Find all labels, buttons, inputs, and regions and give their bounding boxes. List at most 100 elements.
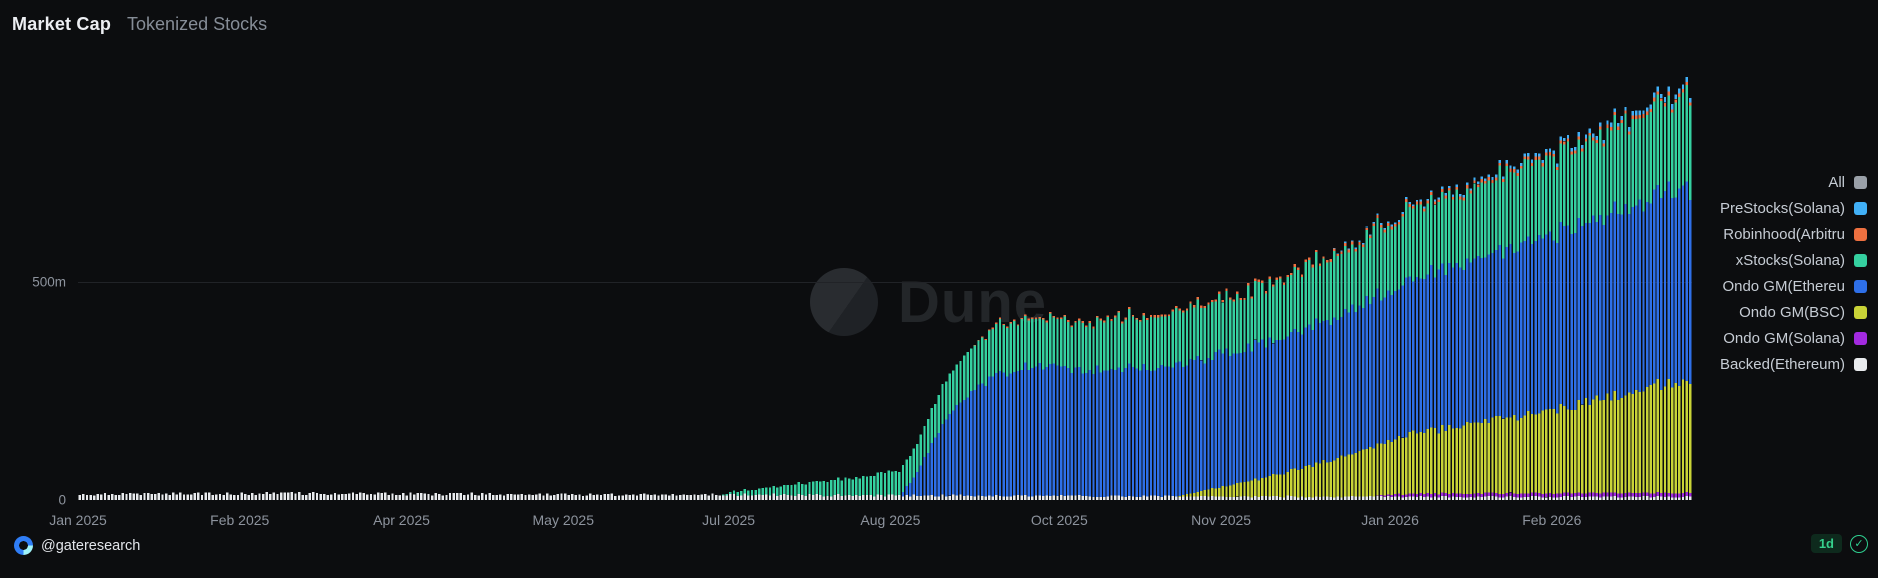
bar-segment[interactable] [1530,492,1534,497]
bar-segment[interactable] [1624,204,1627,396]
bar-segment[interactable] [1620,497,1624,500]
bar-segment[interactable] [1142,495,1145,500]
bar-segment[interactable] [1318,263,1322,266]
bar-segment[interactable] [1527,156,1530,160]
bar-segment[interactable] [1085,373,1088,497]
bar-segment[interactable] [1290,469,1293,496]
bar-segment[interactable] [1581,145,1584,149]
bar-segment[interactable] [1642,391,1645,493]
bar-segment[interactable] [384,492,387,501]
bar-segment[interactable] [1322,496,1325,500]
bar-segment[interactable] [1412,281,1415,431]
bar-segment[interactable] [1243,482,1246,497]
bar-segment[interactable] [1487,174,1491,177]
bar-segment[interactable] [1085,496,1088,500]
bar-segment[interactable] [1635,110,1638,116]
bar-segment[interactable] [359,492,362,500]
bar-segment[interactable] [761,494,764,500]
bar-segment[interactable] [1142,313,1145,316]
bar-segment[interactable] [1577,496,1580,500]
bar-segment[interactable] [1175,307,1178,363]
bar-segment[interactable] [1541,163,1544,167]
bar-segment[interactable] [1272,473,1275,497]
bar-segment[interactable] [1016,324,1020,326]
bar-segment[interactable] [1340,497,1343,500]
bar-segment[interactable] [1239,353,1243,483]
bar-segment[interactable] [837,494,840,500]
bar-segment[interactable] [1613,496,1616,500]
bar-segment[interactable] [1110,319,1113,321]
bar-segment[interactable] [1020,319,1023,371]
bar-segment[interactable] [1480,176,1483,180]
bar-segment[interactable] [1620,493,1624,498]
bar-segment[interactable] [1595,493,1598,497]
bar-segment[interactable] [765,494,768,500]
bar-segment[interactable] [1325,262,1329,320]
bar-segment[interactable] [1376,215,1379,218]
bar-segment[interactable] [1239,297,1243,300]
bar-segment[interactable] [1660,101,1663,198]
bar-segment[interactable] [1006,376,1009,497]
bar-segment[interactable] [1660,389,1663,493]
bar-segment[interactable] [772,485,775,494]
bar-segment[interactable] [1013,320,1016,372]
bar-segment[interactable] [1638,114,1642,119]
bar-segment[interactable] [844,477,847,496]
bar-segment[interactable] [905,459,908,487]
bar-segment[interactable] [1293,329,1296,469]
bar-segment[interactable] [1487,177,1491,181]
bar-segment[interactable] [1052,495,1056,501]
bar-segment[interactable] [1124,317,1127,320]
bar-segment[interactable] [1052,363,1056,496]
bar-segment[interactable] [128,493,132,500]
bar-segment[interactable] [786,494,790,500]
bar-segment[interactable] [1200,307,1203,361]
bar-segment[interactable] [1225,288,1228,291]
bar-segment[interactable] [1595,395,1598,493]
bar-segment[interactable] [1024,316,1027,363]
bar-segment[interactable] [1308,465,1311,497]
bar-segment[interactable] [1505,496,1509,500]
bar-segment[interactable] [1674,99,1677,103]
bar-segment[interactable] [110,494,114,500]
bar-segment[interactable] [1462,200,1465,270]
bar-segment[interactable] [1487,496,1491,500]
bar-segment[interactable] [1530,243,1534,415]
bar-segment[interactable] [1620,214,1624,398]
bar-segment[interactable] [1430,427,1433,495]
bar-segment[interactable] [916,496,919,500]
bar-segment[interactable] [1207,358,1210,490]
bar-segment[interactable] [1379,496,1383,500]
bar-segment[interactable] [1678,493,1681,498]
bar-segment[interactable] [1645,111,1649,116]
bar-segment[interactable] [1131,314,1135,317]
bar-segment[interactable] [1085,325,1088,328]
bar-segment[interactable] [1556,242,1559,414]
bar-segment[interactable] [520,494,524,500]
bar-segment[interactable] [1153,315,1156,318]
bar-segment[interactable] [883,473,887,497]
bar-segment[interactable] [793,484,797,497]
bar-segment[interactable] [1056,319,1059,366]
bar-segment[interactable] [1142,364,1145,496]
bar-segment[interactable] [1092,373,1095,497]
bar-segment[interactable] [1656,496,1660,500]
bar-segment[interactable] [1645,387,1649,493]
bar-segment[interactable] [1131,366,1135,497]
bar-segment[interactable] [1638,118,1642,200]
bar-segment[interactable] [1466,188,1469,259]
bar-segment[interactable] [625,494,628,500]
bar-segment[interactable] [1685,85,1688,182]
bar-segment[interactable] [1027,370,1030,497]
bar-segment[interactable] [1351,496,1354,500]
bar-segment[interactable] [1548,408,1552,493]
bar-segment[interactable] [1458,194,1462,197]
bar-segment[interactable] [1300,277,1304,335]
bar-segment[interactable] [1383,496,1386,500]
bar-segment[interactable] [1548,155,1552,232]
bar-segment[interactable] [1275,495,1278,500]
bar-segment[interactable] [337,494,340,500]
bar-segment[interactable] [1458,428,1462,494]
bar-segment[interactable] [1645,115,1649,203]
bar-segment[interactable] [1358,496,1361,501]
